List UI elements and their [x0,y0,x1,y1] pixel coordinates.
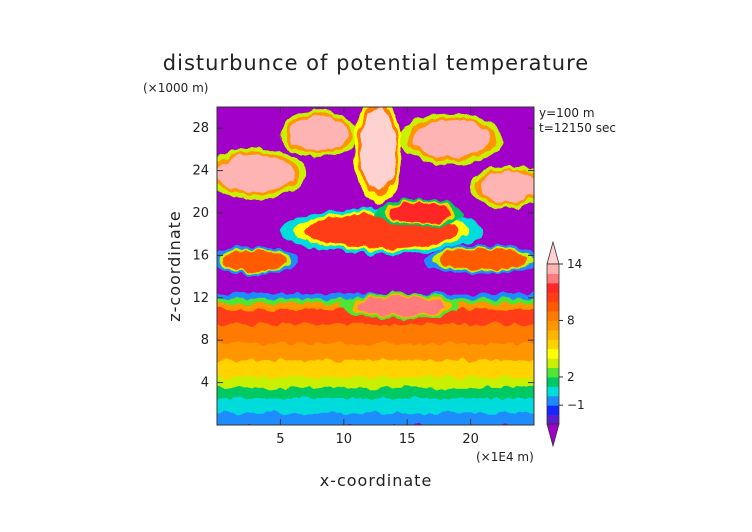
colorbar-tick-label: 2 [567,370,575,384]
colorbar-swatch [547,301,559,312]
x-tick-label: 15 [399,432,416,447]
field-blob-ring [388,202,452,224]
colorbar-swatch [547,358,559,369]
colorbar-frame [546,263,560,425]
field-blob-ring [438,249,528,271]
y-tick-label: 16 [192,248,209,263]
colorbar-swatch [547,264,559,274]
field-band [217,323,534,344]
field-blob [279,110,358,157]
annotation-y: y=100 m [539,106,595,120]
field-band [217,412,534,425]
field-band [217,359,534,378]
colorbar-arrow-bottom [546,423,560,448]
y-tick-label: 4 [201,376,209,391]
x-axis-label: x-coordinate [320,471,433,490]
field-blob-ring [360,109,396,190]
field-blob [354,107,402,204]
field-blob [217,148,307,200]
colorbar-swatch [547,273,559,284]
colorbar-tick-label: 8 [567,313,575,327]
x-tick-label: 20 [462,432,479,447]
y-tick-label: 20 [192,206,209,221]
colorbar-swatch [547,348,559,359]
y-tick-label: 12 [192,291,209,306]
colorbar-swatch [547,376,559,387]
colorbar-arrow-top [546,240,560,265]
field-blob-ring [480,170,534,203]
colorbar-swatch [547,311,559,321]
field-blob-ring [356,296,446,316]
x-tick-label: 5 [276,432,284,447]
field-blob-ring [413,119,490,158]
colorbar-swatch [547,395,559,406]
field-band [217,376,534,388]
y-tick-label: 28 [192,121,209,136]
x-tick-label: 10 [336,432,353,447]
field-band [217,397,534,414]
colorbar-swatch [547,414,559,425]
y-tick-label: 24 [192,164,209,179]
field-band [217,386,534,399]
chart-title: disturbunce of potential temperature [163,51,589,75]
colorbar: 14 8 2 −1 [546,240,585,448]
y-tick-label: 8 [201,333,209,348]
x-unit-label: (×1E4 m) [476,450,534,464]
y-unit-label: (×1000 m) [143,81,208,95]
colorbar-swatch [547,405,559,416]
plot-frame [216,106,535,426]
field-blob [423,245,534,274]
y-axis-label: z-coordinate [165,210,184,322]
field-blob [340,293,461,320]
annotation-t: t=12150 sec [539,121,616,135]
colorbar-swatch [547,367,559,378]
field-blob [470,165,534,208]
axes: 5 10 15 20 4 8 12 16 20 24 28 [192,107,534,447]
colorbar-swatch [547,292,559,303]
plot-area [217,107,534,425]
field-band [217,342,534,361]
field-blob-ring [223,250,287,272]
field-blob [377,198,463,228]
field-blob-ring [217,154,294,193]
colorbar-tick-label: 14 [567,257,582,271]
colorbar-swatch [547,282,559,293]
colorbar-swatch [547,329,559,340]
field-blob-ring [289,116,348,151]
colorbar-swatch [547,320,559,331]
colorbar-swatch [547,386,559,397]
colorbar-swatch [547,339,559,350]
field-blob [400,113,503,165]
colorbar-tick-label: −1 [567,398,585,412]
field-blobs [217,107,534,320]
field-blob [217,246,298,276]
